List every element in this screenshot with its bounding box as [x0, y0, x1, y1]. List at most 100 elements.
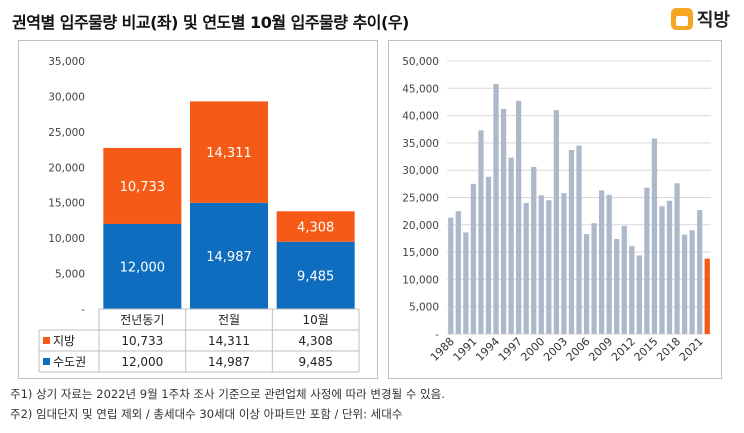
year-bar: [478, 130, 484, 334]
y-tick-label: 45,000: [402, 83, 439, 95]
bar-segment: [276, 241, 355, 309]
year-bar: [500, 109, 507, 334]
y-tick-label: 50,000: [402, 56, 439, 68]
data-label: 10,733: [120, 180, 166, 195]
data-label: 4,308: [297, 221, 334, 236]
x-tick-label: 1994: [473, 335, 502, 364]
year-bar: [606, 194, 612, 334]
year-bar: [470, 183, 477, 334]
y-tick-label: 15,000: [402, 247, 439, 259]
x-tick-label: 1991: [451, 335, 480, 364]
logo-text: 직방: [696, 10, 730, 31]
year-bar: [463, 232, 469, 334]
category-label: 10월: [303, 313, 329, 327]
y-tick-label: 10,000: [402, 274, 439, 286]
x-tick-label: 2021: [677, 335, 706, 364]
year-bar: [516, 100, 522, 334]
x-tick-label: 2018: [654, 335, 683, 364]
year-bar: [704, 258, 710, 334]
table-cell: 14,311: [208, 334, 250, 348]
year-bar: [448, 217, 454, 334]
table-cell: 9,485: [298, 355, 332, 369]
data-label: 14,311: [206, 146, 252, 161]
year-bar: [493, 83, 499, 334]
legend-label: 지방: [53, 334, 75, 348]
footnote-2: 주2) 임대단지 및 연립 제외 / 총세대수 30세대 이상 아파트만 포함 …: [10, 407, 403, 421]
footnotes: 주1) 상기 자료는 2022년 9월 1주차 조사 기준으로 관련업체 사정에…: [10, 384, 445, 424]
x-tick-label: 2000: [518, 335, 547, 364]
year-bar: [697, 210, 703, 334]
table-cell: 14,987: [208, 355, 250, 369]
year-bar: [629, 246, 635, 334]
y-tick-label: -: [81, 304, 85, 316]
year-bar: [455, 211, 461, 334]
legend-swatch: [43, 337, 50, 344]
brand-logo: 직방: [670, 6, 730, 32]
x-tick-label: 2015: [632, 335, 661, 364]
year-bar: [523, 202, 529, 334]
page-title: 권역별 입주물량 비교(좌) 및 연도별 10월 입주물량 추이(우): [12, 13, 409, 32]
y-tick-label: 30,000: [402, 165, 439, 177]
year-bar: [485, 176, 492, 334]
year-bar: [538, 195, 544, 334]
year-bar: [531, 166, 537, 334]
legend-label: 수도권: [53, 355, 86, 369]
year-bar: [644, 187, 650, 334]
bar-segment: [103, 223, 182, 309]
x-tick-label: 1988: [428, 335, 457, 364]
bar-segment: [276, 211, 355, 242]
yearly-october-chart: - 5,000 10,000 15,000 20,000 25,000 30,000 35,0…: [388, 40, 722, 379]
year-bar: [614, 238, 620, 334]
y-tick-label: 25,000: [402, 193, 439, 205]
year-bar: [508, 157, 514, 334]
year-bar: [583, 234, 590, 334]
y-tick-label: 35,000: [402, 138, 439, 150]
x-tick-label: 1997: [496, 335, 525, 364]
category-label: 전월: [218, 313, 240, 327]
table-cell: 4,308: [298, 334, 332, 348]
table-cell: 12,000: [121, 355, 163, 369]
year-bar: [681, 234, 688, 334]
year-bar: [659, 206, 665, 334]
yearly-bar-chart-svg: - 5,000 10,000 15,000 20,000 25,000 30,000 35,0…: [402, 56, 711, 364]
y-tick-label: 40,000: [402, 111, 439, 123]
y-tick-label: -: [435, 329, 439, 341]
year-bar: [636, 255, 642, 334]
x-tick-label: 2003: [541, 335, 570, 364]
category-label: 전년동기: [120, 313, 164, 327]
bar-segment: [190, 202, 268, 309]
y-tick-label: 20,000: [48, 162, 85, 174]
x-tick-label: 2009: [586, 335, 615, 364]
y-tick-label: 15,000: [48, 198, 85, 210]
y-tick-label: 25,000: [48, 127, 85, 139]
y-tick-label: 20,000: [402, 220, 439, 232]
data-label: 12,000: [120, 260, 166, 275]
table-cell: 10,733: [121, 334, 163, 348]
regional-comparison-chart: - 5,000 10,000 15,000 20,000 25,000 30,000 35,0…: [18, 40, 378, 379]
bar-segment: [190, 101, 268, 203]
legend-swatch: [43, 358, 50, 365]
y-tick-label: 10,000: [48, 233, 85, 245]
x-tick-label: 2012: [609, 335, 638, 364]
stacked-bar-chart-svg: - 5,000 10,000 15,000 20,000 25,000 30,000 35,0…: [38, 56, 360, 373]
footnote-1: 주1) 상기 자료는 2022년 9월 1주차 조사 기준으로 관련업체 사정에…: [10, 387, 445, 401]
year-bar: [591, 223, 597, 334]
y-tick-label: 5,000: [409, 302, 439, 314]
data-label: 14,987: [206, 250, 252, 265]
y-tick-label: 5,000: [55, 269, 85, 281]
year-bar: [576, 145, 582, 334]
year-bar: [666, 200, 673, 334]
data-label: 9,485: [297, 269, 334, 284]
house-icon: [670, 8, 693, 30]
year-bar: [598, 190, 605, 334]
year-bar: [568, 149, 575, 334]
year-bar: [546, 200, 552, 334]
year-bar: [674, 183, 680, 334]
y-tick-label: 35,000: [48, 56, 85, 68]
y-tick-label: 30,000: [48, 91, 85, 103]
year-bar: [621, 225, 627, 334]
year-bar: [553, 110, 560, 334]
year-bar: [561, 193, 567, 334]
year-bar: [689, 230, 695, 334]
year-bar: [651, 138, 658, 334]
